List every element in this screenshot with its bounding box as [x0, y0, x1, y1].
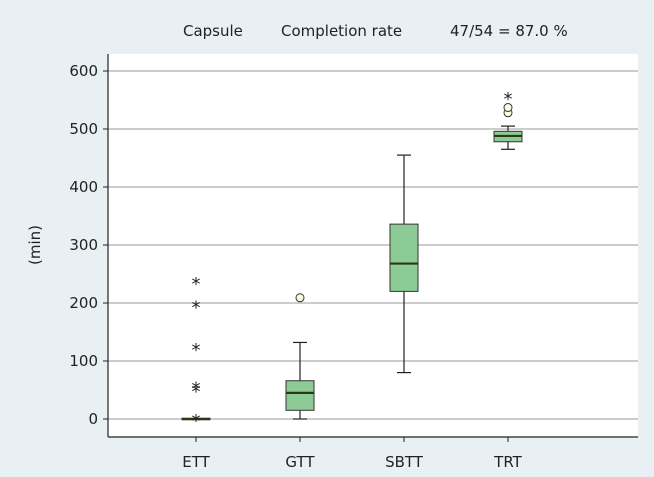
y-tick-label: 600	[69, 62, 98, 80]
y-tick-label: 0	[88, 410, 98, 428]
outlier-extreme: *	[192, 297, 201, 318]
outlier-extreme: *	[504, 89, 513, 110]
outlier-circle	[503, 103, 513, 113]
outlier-extreme: *	[192, 381, 201, 402]
outlier-extreme: *	[192, 340, 201, 361]
x-tick-label: SBTT	[385, 453, 424, 471]
x-tick-label: GTT	[285, 453, 315, 471]
header-metric: Completion rate	[281, 22, 402, 40]
box-layer: *******	[181, 89, 523, 432]
axis-layer: 0 100 200 300 400 500 600 ETT GTT SBTT TRT	[69, 54, 638, 471]
y-tick-label: 500	[69, 120, 98, 138]
y-tick-label: 400	[69, 178, 98, 196]
header-group: Capsule	[183, 22, 243, 40]
x-tick-label: ETT	[182, 453, 210, 471]
y-tick-label: 100	[69, 352, 98, 370]
box-trt: *	[493, 89, 523, 150]
header-rate: 47/54 = 87.0 %	[450, 22, 568, 40]
box-iqr	[285, 380, 315, 411]
y-axis-label: (min)	[26, 225, 44, 265]
box-gtt	[285, 293, 315, 420]
y-tick-label: 200	[69, 294, 98, 312]
outlier-extreme: *	[192, 411, 201, 432]
outlier-circle	[295, 293, 305, 303]
box-iqr	[389, 223, 419, 292]
box-sbtt	[389, 154, 419, 374]
y-tick-label: 300	[69, 236, 98, 254]
box-ett: ******	[181, 274, 211, 432]
outlier-extreme: *	[192, 379, 201, 400]
x-tick-label: TRT	[493, 453, 522, 471]
outlier-extreme: *	[192, 274, 201, 295]
